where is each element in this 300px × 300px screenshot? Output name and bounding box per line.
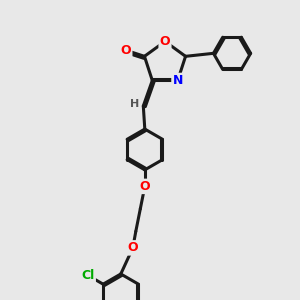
Text: O: O [128,242,138,254]
Text: N: N [172,74,183,87]
Text: H: H [130,100,140,110]
Text: O: O [121,44,131,57]
Text: Cl: Cl [81,269,95,282]
Text: O: O [160,35,170,48]
Text: O: O [140,180,150,193]
